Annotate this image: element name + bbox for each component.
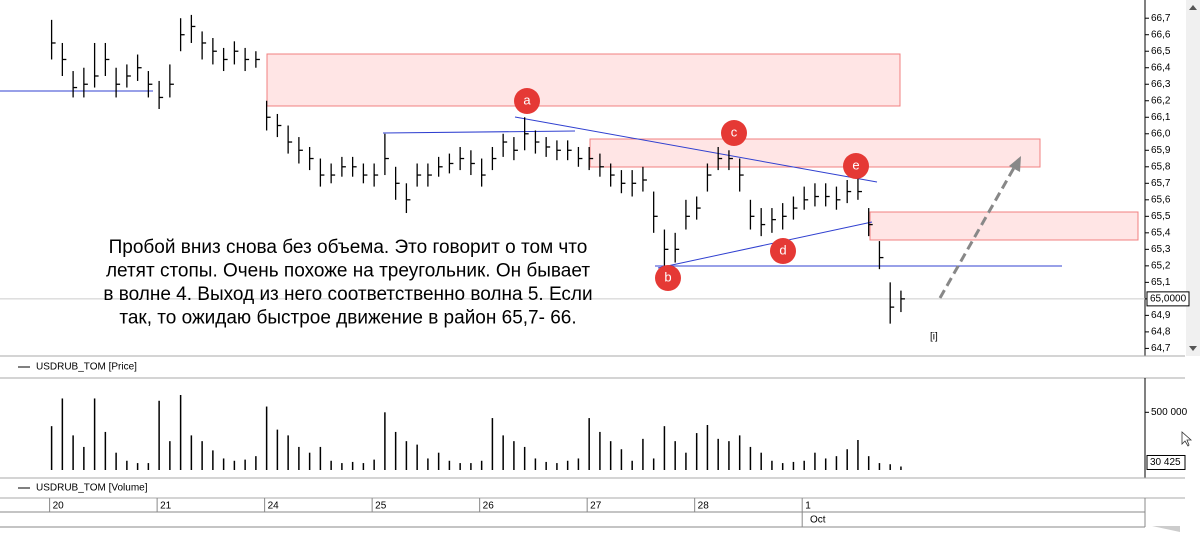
annotation: в волне 4. Выход из него соответственно … [103,284,592,305]
y-tick-label: 65,4 [1151,227,1171,238]
last-volume-box [1146,454,1186,470]
level-line [382,130,576,134]
resistance-zone [266,53,901,107]
y-tick-label: 65,8 [1151,161,1171,172]
resize-grip[interactable] [1152,526,1180,532]
y-tick-label: 65,5 [1151,211,1171,222]
y-tick-label: 65,9 [1151,145,1171,156]
trend-line [514,116,878,183]
y-tick-label: 66,3 [1151,79,1171,90]
support-zone [869,211,1139,241]
trend-line [657,221,873,269]
cursor [1181,431,1193,447]
last-volume-label: 30 425 [1150,457,1181,468]
y-tick-label: 500 000 [1151,407,1188,418]
last-price-label: 65,0000 [1150,294,1187,305]
y-tick-label: 65,3 [1151,244,1171,255]
annotation: летят стопы. Очень похоже на треугольник… [106,261,590,282]
wave-label: b [664,269,671,284]
y-tick-label: 64,9 [1151,310,1171,321]
x-tick-label: 26 [483,501,495,512]
wave-marker [514,88,540,114]
y-tick-label: 66,4 [1151,62,1171,73]
wave-marker [770,238,796,264]
y-tick-label: 65,7 [1151,178,1171,189]
forecast-arrow [938,165,1017,299]
last-price-box [1146,291,1190,307]
y-tick-label: 66,5 [1151,46,1171,57]
y-tick-label: 64,7 [1151,343,1171,354]
y-tick-label: 66,0 [1151,128,1171,139]
wave-label: a [523,92,531,107]
wave-marker [843,153,869,179]
x-tick-label: 1 [805,501,811,512]
wave-label: d [779,242,786,257]
y-tick-label: 66,2 [1151,95,1171,106]
scrollbar[interactable] [1186,0,1200,356]
x-tick-label: 20 [53,501,65,512]
wave-label: e [852,157,859,172]
y-tick-label: 66,6 [1151,29,1171,40]
wave-marker [721,120,747,146]
y-tick-label: 65,6 [1151,194,1171,205]
scroll-up[interactable] [1189,5,1197,10]
x-tick-label: 27 [590,501,602,512]
x-tick-label: 25 [375,501,387,512]
pane-label: USDRUB_TOM [Price] [36,362,137,373]
annotation: так, то ожидаю быстрое движение в район … [119,308,576,329]
x-tick-label: 24 [268,501,280,512]
y-tick-label: 66,1 [1151,112,1171,123]
x-tick-label: 28 [698,501,710,512]
x-tick-label: 21 [160,501,172,512]
y-tick-label: 65,1 [1151,277,1171,288]
arrow-head [1009,156,1021,172]
target-zone [589,138,1041,168]
wave-label: [i] [930,332,938,343]
y-tick-label: 65,2 [1151,260,1171,271]
wave-marker [655,265,681,291]
annotation: Пробой вниз снова без объема. Это говори… [109,237,588,258]
wave-label: c [731,124,738,139]
y-tick-label: 66,7 [1151,13,1171,24]
month-label: Oct [810,515,826,526]
pane-label: USDRUB_TOM [Volume] [36,483,148,494]
y-tick-label: 64,8 [1151,327,1171,338]
scroll-down[interactable] [1189,346,1197,351]
